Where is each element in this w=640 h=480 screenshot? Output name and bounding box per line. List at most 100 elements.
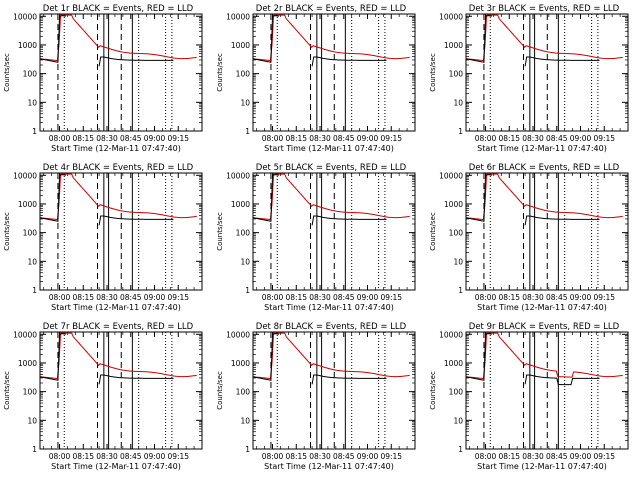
y-tick-label: 1000 xyxy=(444,200,463,209)
y-axis-label: Counts/sec xyxy=(3,371,11,410)
y-tick-label: 10000 xyxy=(439,330,463,339)
y-tick-label: 100 xyxy=(23,388,38,397)
x-axis-label: Start Time (12-Mar-11 07:47:40) xyxy=(264,462,394,471)
y-axis-label: Counts/sec xyxy=(3,212,11,251)
y-tick-label: 1 xyxy=(32,445,37,454)
chart-panel: Det 7r BLACK = Events, RED = LLD Counts/s… xyxy=(3,322,203,471)
events-series-line xyxy=(524,215,600,226)
chart-panel: Det 8r BLACK = Events, RED = LLD Counts/s… xyxy=(216,322,416,471)
lld-series-line xyxy=(39,332,197,380)
events-series-line xyxy=(252,15,279,63)
x-tick-label: 09:00 xyxy=(357,293,379,302)
x-tick-label: 08:30 xyxy=(522,134,544,143)
y-tick-label: 10 xyxy=(453,98,463,107)
y-axis-label: Counts/sec xyxy=(429,53,437,92)
x-axis-label: Start Time (12-Mar-11 07:47:40) xyxy=(51,144,181,153)
x-tick-label: 09:15 xyxy=(380,134,402,143)
lld-series-line xyxy=(252,173,410,221)
x-tick-label: 09:00 xyxy=(570,134,592,143)
x-tick-label: 09:00 xyxy=(144,134,166,143)
lld-series-line xyxy=(465,14,623,62)
lld-series-line xyxy=(465,173,623,221)
events-series-line xyxy=(311,374,387,385)
y-tick-label: 1 xyxy=(245,445,250,454)
x-axis-label: Start Time (12-Mar-11 07:47:40) xyxy=(264,144,394,153)
x-tick-label: 08:45 xyxy=(546,134,568,143)
events-series-line xyxy=(465,15,492,63)
x-tick-label: 09:15 xyxy=(380,452,402,461)
chart-panel: Det 1r BLACK = Events, RED = LLD Counts/s… xyxy=(3,4,203,153)
x-tick-label: 08:00 xyxy=(49,293,71,302)
y-tick-label: 10000 xyxy=(439,171,463,180)
y-tick-label: 1000 xyxy=(231,41,250,50)
lld-series-line xyxy=(39,173,197,221)
x-tick-label: 08:00 xyxy=(262,452,284,461)
y-axis-label: Counts/sec xyxy=(216,212,224,251)
x-tick-label: 08:30 xyxy=(96,134,118,143)
x-tick-label: 08:15 xyxy=(72,293,94,302)
x-tick-label: 08:45 xyxy=(120,134,142,143)
x-tick-label: 09:15 xyxy=(167,134,189,143)
x-tick-label: 08:45 xyxy=(120,293,142,302)
events-series-line xyxy=(39,174,66,222)
chart-title: Det 2r BLACK = Events, RED = LLD xyxy=(256,4,407,14)
y-tick-label: 1 xyxy=(245,127,250,136)
x-tick-label: 09:15 xyxy=(593,452,615,461)
chart-panel: Det 2r BLACK = Events, RED = LLD Counts/s… xyxy=(216,4,416,153)
events-series-line xyxy=(524,56,600,67)
chart-title: Det 3r BLACK = Events, RED = LLD xyxy=(469,4,620,14)
x-tick-label: 08:15 xyxy=(72,452,94,461)
y-tick-label: 10 xyxy=(453,257,463,266)
y-tick-label: 10000 xyxy=(13,12,37,21)
y-tick-label: 10000 xyxy=(226,330,250,339)
x-tick-label: 08:30 xyxy=(309,293,331,302)
y-tick-label: 100 xyxy=(236,388,251,397)
x-tick-label: 08:15 xyxy=(285,452,307,461)
x-tick-label: 09:15 xyxy=(593,134,615,143)
y-tick-label: 10 xyxy=(240,416,250,425)
y-tick-label: 100 xyxy=(236,70,251,79)
x-tick-label: 08:15 xyxy=(498,134,520,143)
x-axis-label: Start Time (12-Mar-11 07:47:40) xyxy=(477,462,607,471)
events-series-line xyxy=(465,333,492,381)
x-tick-label: 09:00 xyxy=(144,452,166,461)
x-tick-label: 08:45 xyxy=(333,452,355,461)
events-series-line xyxy=(252,333,279,381)
x-tick-label: 09:00 xyxy=(570,293,592,302)
y-tick-label: 100 xyxy=(23,70,38,79)
x-tick-label: 08:00 xyxy=(475,293,497,302)
x-tick-label: 09:15 xyxy=(167,293,189,302)
y-tick-label: 10 xyxy=(453,416,463,425)
y-tick-label: 1000 xyxy=(231,359,250,368)
x-tick-label: 08:15 xyxy=(285,293,307,302)
y-tick-label: 1000 xyxy=(444,41,463,50)
events-series-line xyxy=(39,333,66,381)
y-tick-label: 1000 xyxy=(231,200,250,209)
events-series-line xyxy=(39,15,66,63)
x-tick-label: 08:30 xyxy=(96,293,118,302)
x-tick-label: 09:00 xyxy=(357,134,379,143)
x-tick-label: 08:30 xyxy=(309,134,331,143)
chart-title: Det 7r BLACK = Events, RED = LLD xyxy=(43,322,194,332)
x-tick-label: 08:15 xyxy=(498,293,520,302)
x-tick-label: 09:15 xyxy=(167,452,189,461)
chart-title: Det 9r BLACK = Events, RED = LLD xyxy=(469,322,620,332)
y-tick-label: 1 xyxy=(32,127,37,136)
y-tick-label: 1 xyxy=(458,127,463,136)
x-tick-label: 08:45 xyxy=(546,293,568,302)
y-tick-label: 1 xyxy=(245,286,250,295)
y-tick-label: 1000 xyxy=(18,41,37,50)
chart-title: Det 6r BLACK = Events, RED = LLD xyxy=(469,163,620,173)
y-tick-label: 10000 xyxy=(13,330,37,339)
y-axis-label: Counts/sec xyxy=(429,371,437,410)
x-tick-label: 09:00 xyxy=(570,452,592,461)
events-series-line xyxy=(252,174,279,222)
events-series-line xyxy=(311,215,387,226)
y-tick-label: 1000 xyxy=(18,359,37,368)
x-tick-label: 08:30 xyxy=(522,293,544,302)
y-tick-label: 10 xyxy=(27,416,37,425)
x-tick-label: 08:00 xyxy=(49,134,71,143)
x-tick-label: 09:00 xyxy=(357,452,379,461)
events-series-line xyxy=(311,56,387,67)
